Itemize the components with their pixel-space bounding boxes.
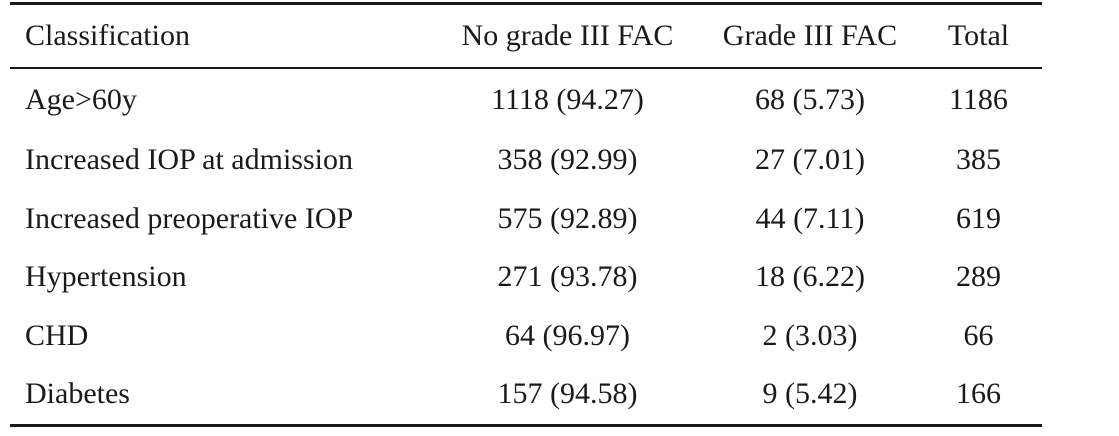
cell-no-grade-iii-fac: 157 (94.58) <box>497 377 638 411</box>
table-header: Classification No grade III FAC Grade II… <box>10 3 1042 68</box>
cell-classification: CHD <box>25 318 89 352</box>
table-row: Hypertension 271 (93.78) 18 (6.22) 289 <box>10 248 1042 307</box>
header-total: Total <box>947 19 1010 52</box>
header-classification: Classification <box>25 19 190 52</box>
cell-total: 1186 <box>949 83 1008 116</box>
cell-total: 619 <box>956 201 1001 235</box>
cell-no-grade-iii-fac: 271 (93.78) <box>497 260 638 294</box>
table-row: Increased IOP at admission 358 (92.99) 2… <box>10 131 1042 190</box>
cell-total: 66 <box>963 318 994 352</box>
header-row: Classification No grade III FAC Grade II… <box>10 3 1042 68</box>
cell-classification: Age>60y <box>25 83 137 116</box>
table-row: Age>60y 1118 (94.27) 68 (5.73) 1186 <box>10 68 1042 131</box>
data-table-container: Classification No grade III FAC Grade II… <box>10 2 1042 427</box>
cell-no-grade-iii-fac: 1118 (94.27) <box>491 83 644 116</box>
table-row: Diabetes 157 (94.58) 9 (5.42) 166 <box>10 365 1042 425</box>
cell-no-grade-iii-fac: 358 (92.99) <box>497 143 638 177</box>
cell-grade-iii-fac: 18 (6.22) <box>755 260 865 294</box>
cell-no-grade-iii-fac: 64 (96.97) <box>505 318 630 352</box>
cell-no-grade-iii-fac: 575 (92.89) <box>497 201 638 235</box>
cell-grade-iii-fac: 27 (7.01) <box>755 143 865 177</box>
cell-total: 289 <box>956 260 1001 294</box>
cell-classification: Diabetes <box>25 377 130 411</box>
table-row: Increased preoperative IOP 575 (92.89) 4… <box>10 190 1042 249</box>
cell-classification: Increased preoperative IOP <box>25 201 354 235</box>
header-grade-iii-fac: Grade III FAC <box>722 19 898 52</box>
cell-total: 166 <box>956 377 1001 411</box>
cell-total: 385 <box>956 143 1001 177</box>
cell-grade-iii-fac: 2 (3.03) <box>762 318 858 352</box>
header-no-grade-iii-fac: No grade III FAC <box>461 19 674 52</box>
cell-grade-iii-fac: 9 (5.42) <box>762 377 858 411</box>
cell-grade-iii-fac: 44 (7.11) <box>755 201 865 235</box>
cell-classification: Increased IOP at admission <box>25 143 353 177</box>
table-body: Age>60y 1118 (94.27) 68 (5.73) 1186 Incr… <box>10 68 1042 425</box>
table-row: CHD 64 (96.97) 2 (3.03) 66 <box>10 307 1042 366</box>
cell-grade-iii-fac: 68 (5.73) <box>755 83 865 116</box>
data-table: Classification No grade III FAC Grade II… <box>10 2 1042 427</box>
cell-classification: Hypertension <box>25 260 187 294</box>
